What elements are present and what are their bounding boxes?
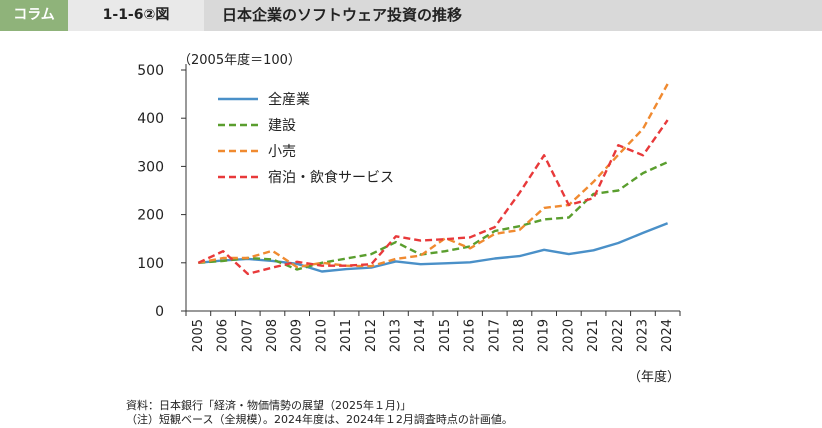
y-unit-label: （2005年度＝100） [178, 52, 301, 68]
x-tick-label: 2006 [216, 319, 231, 352]
x-axis-label: （年度） [628, 369, 680, 385]
x-tick-label: 2011 [339, 319, 354, 352]
series-line-1 [198, 161, 669, 271]
legend-label-2: 小売 [268, 144, 296, 160]
x-tick-label: 2023 [635, 319, 650, 352]
x-tick-label: 2021 [586, 319, 601, 352]
y-tick-label: 0 [155, 304, 164, 320]
x-tick-label: 2010 [314, 319, 329, 352]
x-tick-label: 2022 [611, 319, 626, 352]
y-tick-label: 200 [137, 208, 164, 224]
y-tick-label: 500 [137, 63, 164, 79]
x-tick-label: 2005 [191, 319, 206, 352]
line-chart: （2005年度＝100） 0 100 200 300 400 500 2005 2006 2007… [137, 52, 681, 385]
x-tick-label: 2015 [438, 319, 453, 352]
series-line-2 [198, 83, 669, 269]
x-tick-label: 2018 [512, 319, 527, 352]
x-tick-label: 2009 [290, 319, 305, 352]
x-tick-label: 2012 [364, 319, 379, 352]
footnote: （注）短観ベース（全規模）。2024年度は、2024年１2月調査時点の計画値。 [126, 413, 513, 426]
x-tick-label: 2020 [561, 319, 576, 352]
source-note: 資料：日本銀行「経済・物価情勢の展望（2025年１月)」 [126, 399, 412, 412]
x-tick-label: 2019 [537, 319, 552, 352]
notes: 資料：日本銀行「経済・物価情勢の展望（2025年１月)」 （注）短観ベース（全規… [126, 399, 513, 427]
legend-label-3: 宿泊・飲食サービス [268, 169, 394, 186]
x-tick-label: 2014 [413, 319, 428, 352]
x-tick-label: 2017 [487, 319, 502, 352]
figure-header: コラム 1-1-6②図 日本企業のソフトウェア投資の推移 [0, 0, 822, 31]
y-tick-label: 400 [137, 111, 164, 127]
figure-title: 日本企業のソフトウェア投資の推移 [222, 6, 463, 24]
figure-number: 1-1-6②図 [68, 0, 204, 31]
x-tick-label: 2008 [265, 319, 280, 352]
legend-label-1: 建設 [268, 118, 296, 134]
column-tag: コラム [0, 0, 68, 31]
x-tick-label: 2007 [240, 319, 255, 352]
series-line-3 [197, 119, 669, 276]
x-tick-label: 2024 [660, 319, 675, 352]
x-tick-label: 2013 [388, 319, 403, 352]
legend-label-0: 全産業 [268, 91, 310, 108]
x-tick-label: 2016 [463, 319, 478, 352]
y-tick-label: 300 [137, 159, 164, 175]
y-tick-label: 100 [137, 256, 164, 272]
